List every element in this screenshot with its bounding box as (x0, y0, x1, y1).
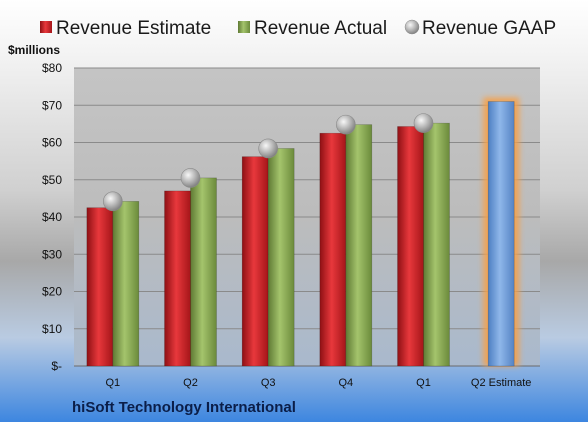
legend-item-revenue-gaap: Revenue GAAP (404, 18, 556, 39)
bar-revenue-actual (345, 124, 373, 367)
y-tick-label: $70 (42, 98, 62, 112)
y-tick-label: $40 (42, 210, 62, 224)
legend-label: Revenue Estimate (56, 18, 211, 39)
bar-revenue-estimate (86, 207, 114, 367)
bar-q2-estimate (487, 101, 515, 367)
y-tick-label: $30 (42, 247, 62, 261)
x-tick-label: Q4 (338, 377, 353, 389)
legend-marker (238, 21, 250, 33)
bar-revenue-actual (267, 148, 295, 367)
legend-item-revenue-estimate: Revenue Estimate (40, 18, 211, 39)
x-tick-label: Q2 (183, 377, 198, 389)
y-axis-unit-label: $millions (8, 43, 60, 57)
legend-label: Revenue GAAP (422, 18, 556, 39)
bar-revenue-estimate (164, 190, 191, 367)
y-tick-label: $20 (42, 285, 62, 299)
legend-item-revenue-actual: Revenue Actual (238, 18, 387, 39)
x-tick-label: Q1 (105, 377, 120, 389)
marker-revenue-gaap (336, 114, 356, 135)
y-tick-label: $- (51, 359, 62, 373)
marker-revenue-gaap (413, 113, 434, 133)
y-tick-label: $60 (42, 136, 62, 150)
marker-revenue-gaap (103, 191, 123, 212)
x-tick-label: Q1 (416, 377, 431, 389)
bar-revenue-estimate (397, 126, 424, 367)
bar-revenue-actual (190, 177, 217, 367)
y-tick-label: $50 (42, 173, 62, 187)
bar-revenue-estimate (241, 156, 269, 367)
x-tick-label: Q2 Estimate (471, 377, 532, 389)
bar-revenue-estimate (319, 132, 347, 367)
company-name: hiSoft Technology International (72, 399, 296, 416)
marker-revenue-gaap (258, 138, 278, 159)
bar-revenue-actual (423, 122, 450, 367)
bar-revenue-actual (112, 201, 140, 367)
y-tick-label: $10 (42, 322, 62, 336)
legend-marker (40, 21, 52, 33)
legend-label: Revenue Actual (254, 18, 387, 39)
marker-revenue-gaap (180, 168, 201, 188)
y-tick-label: $80 (42, 61, 62, 75)
x-tick-label: Q3 (261, 377, 276, 389)
legend-marker (404, 19, 420, 35)
